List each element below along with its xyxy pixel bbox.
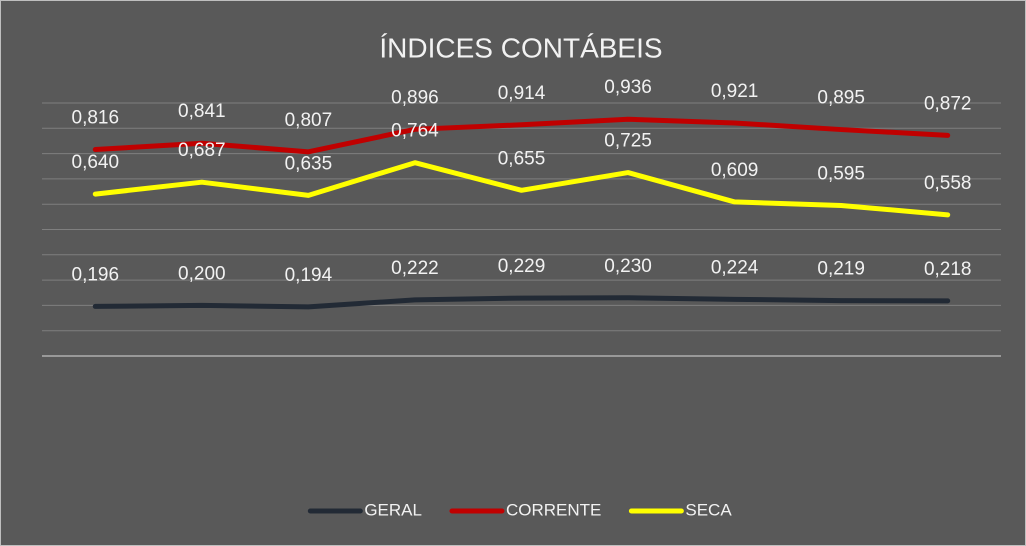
data-label: 0,687 [178,140,226,161]
legend-label: SECA [685,500,732,519]
data-label: 0,200 [178,263,226,284]
data-label: 0,640 [72,152,120,173]
data-label: 0,896 [391,87,439,108]
data-label: 0,635 [285,153,333,174]
data-label: 0,807 [285,110,333,131]
series-line [92,116,951,155]
data-label: 0,841 [178,101,226,122]
data-label: 0,222 [391,258,439,279]
data-label: 0,914 [498,83,546,104]
data-label: 0,558 [924,173,972,194]
data-label: 0,655 [498,148,546,169]
data-label: 0,219 [817,259,865,280]
data-label: 0,595 [817,163,865,184]
data-label: 0,229 [498,256,546,277]
data-label: 0,194 [285,265,333,286]
data-label: 0,609 [711,160,759,181]
data-label: 0,196 [72,264,120,285]
data-label: 0,725 [604,131,652,152]
data-label: 0,224 [711,257,759,278]
data-label: 0,921 [711,81,759,102]
data-label: 0,816 [72,108,120,129]
data-label: 0,872 [924,93,972,114]
data-label: 0,764 [391,121,439,142]
chart-title: ÍNDICES CONTÁBEIS [379,32,662,63]
series-line [92,295,951,310]
legend-label: GERAL [364,500,422,519]
series-line [92,160,951,218]
data-label: 0,218 [924,259,972,280]
data-label: 0,230 [604,256,652,277]
legend-label: CORRENTE [506,500,601,519]
data-label: 0,895 [817,88,865,109]
data-label: 0,936 [604,77,652,98]
